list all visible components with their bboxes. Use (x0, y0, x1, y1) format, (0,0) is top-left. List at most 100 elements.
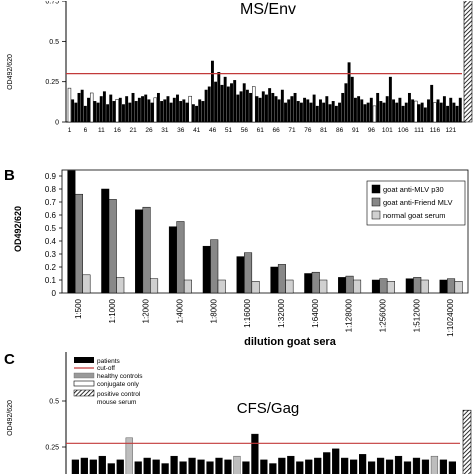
bar-normal-goat-serum (285, 279, 294, 294)
bar-patient (290, 96, 294, 122)
x-tick-label: 76 (304, 127, 312, 134)
x-tick-label: 56 (241, 127, 249, 134)
bar-patient (401, 105, 405, 123)
x-tick-label: 116 (430, 127, 441, 134)
y-tick-label: 0.5 (49, 399, 59, 406)
bar-goat-anti-mlv-p30 (338, 277, 347, 294)
y-tick-label: 0 (52, 289, 57, 298)
bar-patient (87, 97, 90, 122)
y-tick-label: 0.7 (45, 198, 57, 207)
bar-patient (407, 92, 411, 122)
bar-patient (226, 86, 230, 122)
bar-patient (143, 457, 151, 474)
legend-swatch-conjugate-only (73, 380, 95, 387)
y-tick-label: 0.9 (45, 172, 57, 181)
bar-patient (152, 459, 160, 474)
legend-label-normal-goat-serum: normal goat serum (383, 211, 446, 220)
bar-goat-anti-mlv-p30 (304, 273, 313, 294)
x-tick-label: 1:128000 (345, 298, 354, 332)
bar-patient (411, 99, 415, 122)
bar-patient (319, 99, 322, 122)
panel-a: MS/Env OD492/620 00.250.50.75 1 6 11 16 21 26… (0, 0, 474, 134)
x-tick-label: 16 (114, 127, 122, 134)
bar-patient (284, 102, 287, 122)
bar-normal-goat-serum (217, 279, 226, 294)
bar-patient (163, 99, 167, 122)
bar-patient (385, 96, 389, 122)
x-tick-label: 81 (320, 127, 328, 134)
bar-patient (230, 83, 233, 122)
bar-patient (134, 461, 142, 474)
legend-label-anti-mlv-p30: goat anti-MLV p30 (383, 185, 444, 194)
bar-patient (80, 89, 84, 122)
legend-swatch-patients (74, 357, 94, 363)
bar-patient (395, 102, 399, 122)
bar-patient (99, 96, 103, 122)
panel-a-ylabel: OD492/620 (7, 54, 14, 90)
x-tick-label: 91 (352, 127, 360, 134)
bar-patient (260, 459, 268, 474)
bar-goat-anti-mlv-p30 (371, 279, 380, 294)
bar-normal-goat-serum (454, 281, 463, 294)
bar-patient (261, 91, 265, 122)
bar-healthy-control (125, 437, 133, 474)
bar-patient (102, 91, 106, 122)
bar-patient (179, 461, 187, 474)
y-tick-label: 0.4 (45, 237, 57, 246)
bar-patient (306, 99, 310, 122)
bar-goat-anti-friend-mlv (277, 264, 286, 294)
bar-goat-anti-mlv-p30 (67, 170, 76, 294)
bar-patient (89, 459, 97, 474)
bar-patient (223, 76, 227, 122)
bar-patient (176, 94, 179, 122)
bar-patient (350, 459, 358, 474)
bar-patient (350, 76, 354, 122)
bar-patient (93, 101, 97, 122)
panel-b: B OD492/620 0 0.1 0.2 0.3 0.4 0.5 0.6 0.7 0.8 0.9… (4, 167, 469, 348)
panel-b-plot-area (61, 169, 469, 294)
bar-patient (242, 83, 246, 122)
panel-a-y-ticks: 0 0.25 0.5 0.75 (45, 0, 66, 127)
bar-patient (195, 105, 199, 123)
panel-b-legend: goat anti-MLV p30 goat anti-Friend MLV n… (366, 180, 466, 226)
legend-swatch-normal-goat-serum (371, 210, 381, 220)
bar-patient (265, 94, 268, 122)
bar-goat-anti-friend-mlv (345, 275, 354, 294)
x-tick-label: 36 (177, 127, 185, 134)
bar-control (115, 99, 119, 123)
bar-healthy-control (430, 455, 439, 474)
bar-patient (448, 461, 456, 474)
bar-normal-goat-serum (150, 278, 159, 294)
bar-patient (210, 60, 214, 122)
bar-patient (436, 99, 440, 122)
bar-patient (214, 81, 218, 122)
y-tick-label: 0.6 (45, 211, 57, 220)
bar-patient (353, 97, 357, 122)
bar-patient (303, 97, 307, 122)
bar-patient (338, 102, 341, 122)
bar-patient (287, 99, 291, 122)
bar-patient (376, 92, 380, 122)
bar-goat-anti-friend-mlv (74, 193, 83, 294)
bar-patient (341, 457, 349, 474)
bar-patient (277, 99, 281, 122)
bar-patient (109, 94, 113, 122)
legend-label-conjugate-only: conjugate only (97, 381, 140, 388)
bar-patient (220, 84, 224, 122)
bar-patient (385, 459, 394, 474)
legend-swatch-positive-control (73, 389, 95, 397)
bar-patient (376, 457, 385, 474)
bar-patient (455, 105, 459, 123)
bar-patient (169, 102, 173, 122)
x-tick-label: 1 (68, 127, 72, 134)
bar-patient (118, 97, 122, 122)
bar-patient (116, 459, 124, 474)
bar-goat-anti-mlv-p30 (135, 209, 144, 294)
bar-patient (112, 101, 116, 122)
y-tick-label: 0 (55, 120, 59, 127)
bar-patient (296, 101, 300, 122)
x-tick-label: 1:32000 (277, 298, 286, 327)
bar-normal-goat-serum (116, 277, 125, 294)
x-tick-label: 26 (145, 127, 153, 134)
bar-patient (170, 455, 178, 474)
